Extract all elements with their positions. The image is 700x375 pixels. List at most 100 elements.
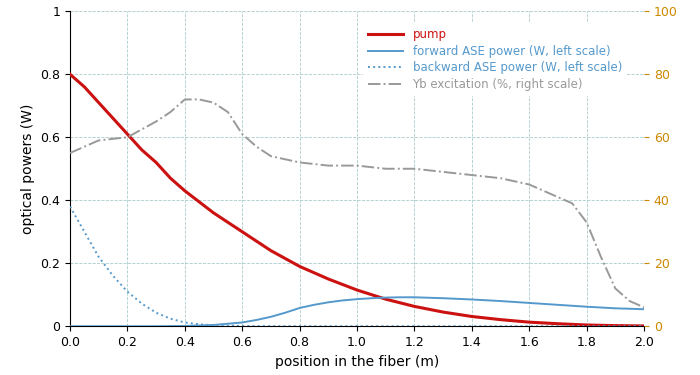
- Yb excitation (%, right scale): [267, 154, 275, 158]
- Yb excitation (%, right scale): [496, 176, 505, 180]
- Yb excitation (%, right scale): [209, 100, 218, 105]
- forward ASE power (W, left scale): [309, 303, 318, 307]
- backward ASE power (W, left scale): [109, 274, 118, 278]
- backward ASE power (W, left scale): [582, 324, 591, 328]
- forward ASE power (W, left scale): [439, 296, 447, 300]
- Legend: pump, forward ASE power (W, left scale), backward ASE power (W, left scale), Yb : pump, forward ASE power (W, left scale),…: [363, 24, 626, 96]
- backward ASE power (W, left scale): [238, 324, 246, 328]
- backward ASE power (W, left scale): [152, 310, 160, 315]
- pump: [468, 314, 476, 319]
- backward ASE power (W, left scale): [137, 302, 146, 306]
- forward ASE power (W, left scale): [66, 324, 74, 328]
- forward ASE power (W, left scale): [410, 295, 419, 300]
- pump: [582, 323, 591, 327]
- Line: backward ASE power (W, left scale): backward ASE power (W, left scale): [70, 207, 644, 326]
- backward ASE power (W, left scale): [167, 316, 175, 321]
- pump: [167, 176, 175, 180]
- forward ASE power (W, left scale): [152, 324, 160, 328]
- pump: [439, 310, 447, 314]
- forward ASE power (W, left scale): [496, 299, 505, 303]
- Yb excitation (%, right scale): [410, 166, 419, 171]
- backward ASE power (W, left scale): [209, 323, 218, 327]
- pump: [152, 160, 160, 165]
- forward ASE power (W, left scale): [554, 303, 562, 307]
- forward ASE power (W, left scale): [238, 320, 246, 325]
- Line: pump: pump: [70, 74, 644, 326]
- Yb excitation (%, right scale): [224, 110, 232, 114]
- Yb excitation (%, right scale): [66, 151, 74, 155]
- pump: [123, 132, 132, 136]
- pump: [94, 100, 103, 105]
- forward ASE power (W, left scale): [94, 324, 103, 328]
- pump: [66, 72, 74, 76]
- backward ASE power (W, left scale): [295, 324, 304, 328]
- Yb excitation (%, right scale): [295, 160, 304, 165]
- Yb excitation (%, right scale): [582, 220, 591, 225]
- forward ASE power (W, left scale): [611, 306, 620, 310]
- forward ASE power (W, left scale): [267, 315, 275, 319]
- Yb excitation (%, right scale): [353, 164, 361, 168]
- backward ASE power (W, left scale): [382, 324, 390, 328]
- pump: [353, 288, 361, 292]
- pump: [554, 321, 562, 326]
- Yb excitation (%, right scale): [568, 201, 577, 206]
- Yb excitation (%, right scale): [324, 164, 332, 168]
- forward ASE power (W, left scale): [181, 324, 189, 328]
- Yb excitation (%, right scale): [640, 305, 648, 310]
- Line: Yb excitation (%, right scale): Yb excitation (%, right scale): [70, 99, 644, 308]
- forward ASE power (W, left scale): [339, 298, 347, 303]
- pump: [611, 323, 620, 328]
- pump: [525, 320, 533, 324]
- backward ASE power (W, left scale): [324, 324, 332, 328]
- forward ASE power (W, left scale): [582, 304, 591, 309]
- pump: [238, 230, 246, 234]
- pump: [640, 324, 648, 328]
- X-axis label: position in the fiber (m): position in the fiber (m): [275, 354, 439, 369]
- backward ASE power (W, left scale): [94, 255, 103, 259]
- Yb excitation (%, right scale): [611, 286, 620, 291]
- Yb excitation (%, right scale): [181, 97, 189, 102]
- forward ASE power (W, left scale): [368, 296, 376, 300]
- Yb excitation (%, right scale): [94, 138, 103, 142]
- backward ASE power (W, left scale): [410, 324, 419, 328]
- Yb excitation (%, right scale): [382, 166, 390, 171]
- Yb excitation (%, right scale): [252, 144, 260, 149]
- Yb excitation (%, right scale): [123, 135, 132, 140]
- forward ASE power (W, left scale): [209, 323, 218, 327]
- backward ASE power (W, left scale): [267, 324, 275, 328]
- Yb excitation (%, right scale): [554, 195, 562, 200]
- forward ASE power (W, left scale): [395, 295, 404, 300]
- forward ASE power (W, left scale): [525, 301, 533, 305]
- Y-axis label: optical powers (W): optical powers (W): [21, 104, 35, 234]
- backward ASE power (W, left scale): [353, 324, 361, 328]
- pump: [137, 148, 146, 152]
- forward ASE power (W, left scale): [468, 297, 476, 302]
- Yb excitation (%, right scale): [525, 182, 533, 187]
- backward ASE power (W, left scale): [525, 324, 533, 328]
- pump: [267, 248, 275, 253]
- pump: [209, 211, 218, 215]
- forward ASE power (W, left scale): [281, 310, 290, 315]
- backward ASE power (W, left scale): [640, 324, 648, 328]
- Line: forward ASE power (W, left scale): forward ASE power (W, left scale): [70, 297, 644, 326]
- pump: [80, 85, 88, 89]
- Yb excitation (%, right scale): [439, 170, 447, 174]
- pump: [181, 189, 189, 193]
- Yb excitation (%, right scale): [238, 132, 246, 136]
- forward ASE power (W, left scale): [123, 324, 132, 328]
- pump: [109, 116, 118, 121]
- forward ASE power (W, left scale): [252, 318, 260, 322]
- Yb excitation (%, right scale): [152, 119, 160, 124]
- pump: [410, 304, 419, 309]
- Yb excitation (%, right scale): [626, 299, 634, 303]
- Yb excitation (%, right scale): [468, 173, 476, 177]
- forward ASE power (W, left scale): [353, 297, 361, 302]
- Yb excitation (%, right scale): [281, 157, 290, 162]
- forward ASE power (W, left scale): [295, 306, 304, 310]
- backward ASE power (W, left scale): [181, 320, 189, 325]
- forward ASE power (W, left scale): [324, 300, 332, 304]
- Yb excitation (%, right scale): [195, 97, 204, 102]
- pump: [324, 277, 332, 281]
- pump: [496, 317, 505, 322]
- forward ASE power (W, left scale): [382, 296, 390, 300]
